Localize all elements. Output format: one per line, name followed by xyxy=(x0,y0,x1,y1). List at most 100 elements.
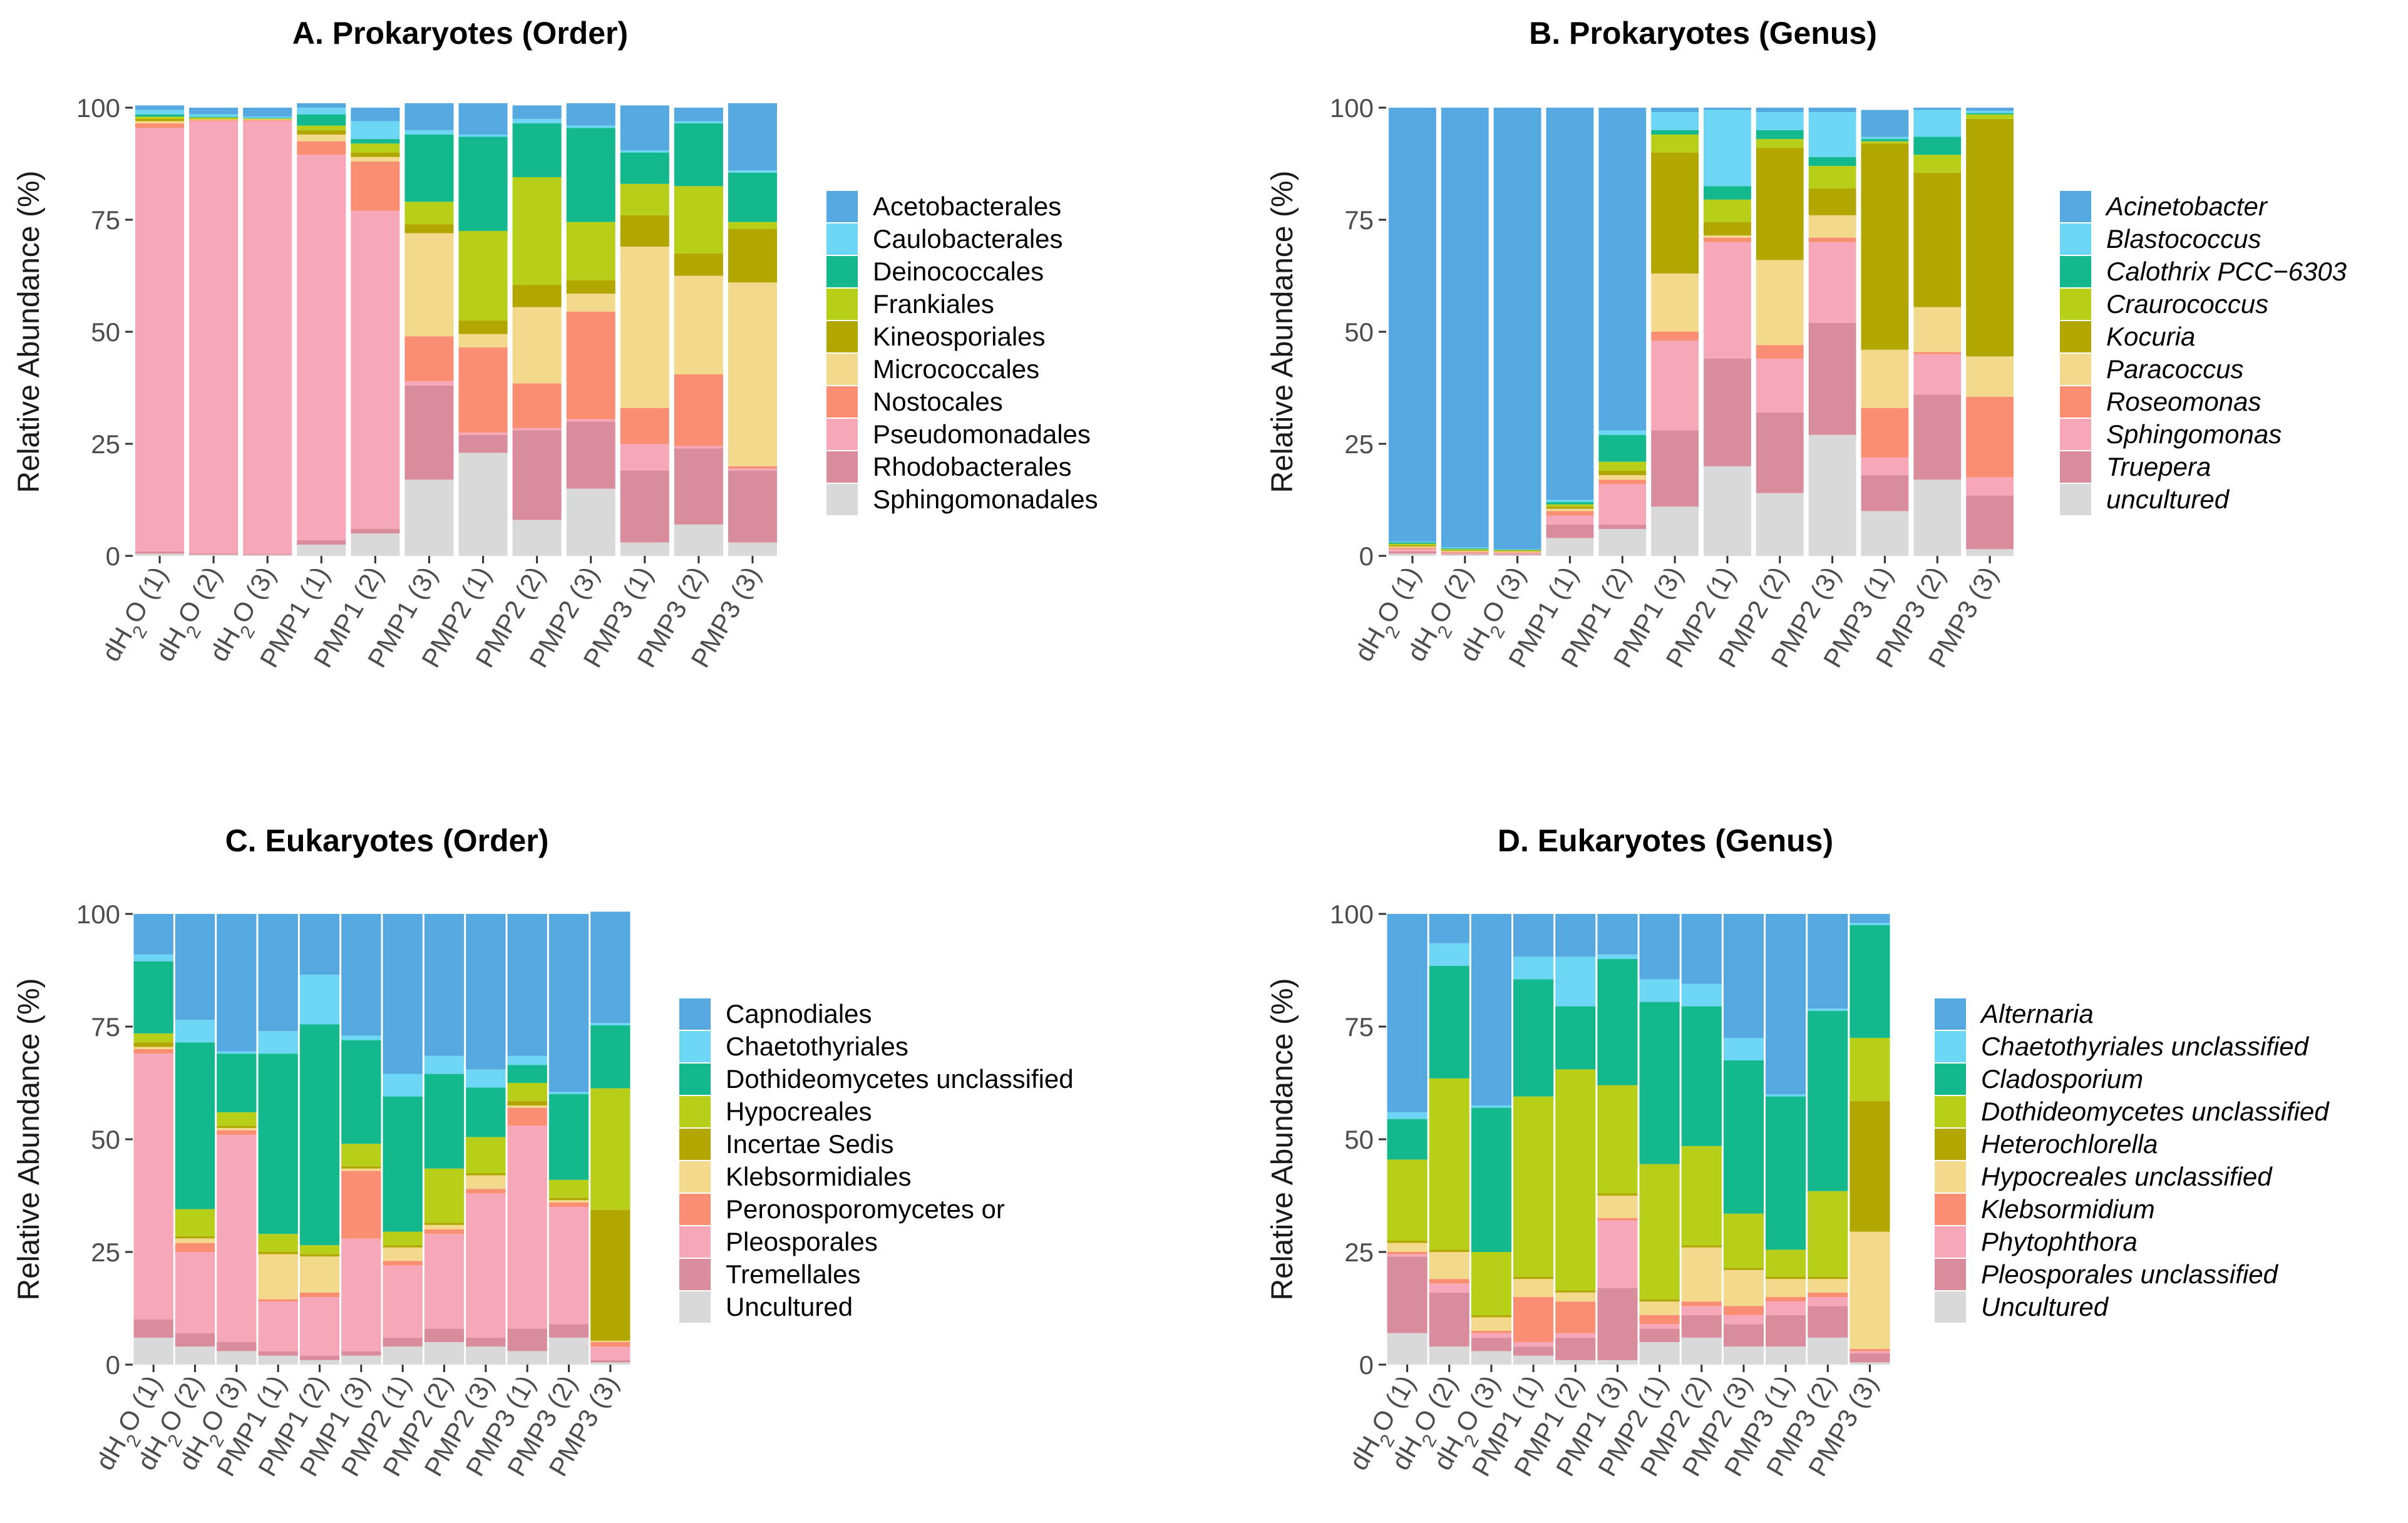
bar-segment xyxy=(1766,1346,1806,1365)
legend-key xyxy=(1935,998,1966,1030)
bar-segment xyxy=(1808,242,1856,323)
bar-segment xyxy=(1597,914,1638,955)
y-tick-label: 25 xyxy=(91,1238,120,1267)
bar-segment xyxy=(424,914,465,1056)
bar-segment xyxy=(1681,1247,1722,1302)
bar-segment xyxy=(1598,524,1647,530)
bar-segment xyxy=(674,275,723,375)
bar-segment xyxy=(507,1065,547,1083)
bar-segment xyxy=(1808,1276,1848,1279)
bar-segment xyxy=(1493,555,1541,556)
bar-segment xyxy=(620,444,669,471)
bar-segment xyxy=(351,143,400,153)
bar-segment xyxy=(566,128,615,222)
legend-label: Phytophthora xyxy=(1981,1227,2138,1256)
legend-key xyxy=(2060,321,2091,352)
bar-segment xyxy=(1471,1333,1511,1338)
bar-segment xyxy=(383,914,423,1074)
bar-segment xyxy=(383,1096,423,1232)
bar-segment xyxy=(1651,273,1699,332)
y-tick-label: 75 xyxy=(91,205,120,235)
bar-segment xyxy=(1441,551,1489,553)
bar-segment xyxy=(1471,1351,1511,1365)
bar-segment xyxy=(728,542,777,556)
bar-segment xyxy=(1513,1297,1554,1342)
bar-segment xyxy=(1966,356,2014,397)
bar-segment xyxy=(1704,235,1751,238)
bar-segment xyxy=(1808,1279,1848,1293)
bar-segment xyxy=(728,172,777,222)
bar-segment xyxy=(1429,1292,1469,1347)
bar-segment xyxy=(424,1328,465,1342)
bar-segment xyxy=(1861,457,1909,476)
bar-segment xyxy=(512,123,562,177)
bar-segment xyxy=(424,1229,465,1234)
bar-segment xyxy=(548,1324,589,1338)
bar-segment xyxy=(1598,470,1647,476)
bar-segment xyxy=(1598,479,1647,485)
legend-key xyxy=(2060,354,2091,385)
bar-segment xyxy=(1808,237,1856,242)
bar-segment xyxy=(1766,1315,1806,1347)
bar-segment xyxy=(674,524,723,556)
bar-segment xyxy=(548,1092,589,1094)
legend-label: Chaetothyriales xyxy=(726,1032,908,1061)
bar-segment xyxy=(566,421,615,489)
bar-segment xyxy=(1546,515,1594,525)
bar-segment xyxy=(341,1351,381,1356)
bar-segment xyxy=(133,954,173,961)
bar-segment xyxy=(1756,148,1804,260)
bar-segment xyxy=(458,434,508,453)
bar-segment xyxy=(1850,1362,1890,1365)
bar-segment xyxy=(1850,923,1890,925)
legend-key xyxy=(1935,1064,1966,1095)
legend-key xyxy=(826,484,858,515)
bar-segment xyxy=(728,170,777,173)
bar-segment xyxy=(548,1179,589,1198)
bar-segment xyxy=(620,408,669,444)
bar-segment xyxy=(341,1168,381,1171)
bar-segment xyxy=(133,1033,173,1043)
bar-segment xyxy=(1389,549,1436,551)
bar-segment xyxy=(341,1035,381,1040)
bar-segment xyxy=(1704,237,1751,242)
bar-segment xyxy=(1555,1333,1596,1338)
bar-segment xyxy=(243,120,292,121)
bar-segment xyxy=(424,1168,465,1223)
bar-segment xyxy=(1429,1078,1469,1250)
bar-segment xyxy=(1651,332,1699,341)
bar-segment xyxy=(1861,511,1909,556)
bar-segment xyxy=(1704,199,1751,222)
bar-segment xyxy=(1681,1006,1722,1146)
legend-label: Pseudomonadales xyxy=(873,419,1091,449)
legend-label: Rhodobacterales xyxy=(873,452,1072,481)
legend-label: Peronosporomycetes or xyxy=(726,1194,1005,1224)
bar-segment xyxy=(1850,1353,1890,1363)
bar-segment xyxy=(1704,108,1751,110)
bar-segment xyxy=(1429,1283,1469,1293)
bar-segment xyxy=(1441,549,1489,550)
legend-key xyxy=(679,1096,711,1127)
bar-segment xyxy=(507,1126,547,1329)
bar-segment xyxy=(1861,143,1909,350)
bar-segment xyxy=(1704,358,1751,466)
bar-segment xyxy=(1808,156,1856,167)
bar-segment xyxy=(133,1337,173,1365)
bar-segment xyxy=(674,253,723,276)
y-axis-label: Relative Abundance (%) xyxy=(1266,978,1299,1301)
bar-segment xyxy=(590,1340,630,1342)
bar-segment xyxy=(590,1025,630,1089)
bar-segment xyxy=(1555,914,1596,957)
bar-segment xyxy=(458,453,508,556)
legend-key xyxy=(679,1129,711,1160)
y-tick-label: 0 xyxy=(106,541,120,571)
bar-segment xyxy=(1429,1346,1469,1365)
bar-segment xyxy=(341,1166,381,1169)
bar-segment xyxy=(466,1087,506,1137)
bar-segment xyxy=(458,103,508,135)
legend-key xyxy=(1935,1129,1966,1160)
bar-segment xyxy=(1681,1301,1722,1306)
bar-segment xyxy=(512,105,562,119)
legend-key xyxy=(1935,1291,1966,1323)
bar-segment xyxy=(1808,1008,1848,1011)
